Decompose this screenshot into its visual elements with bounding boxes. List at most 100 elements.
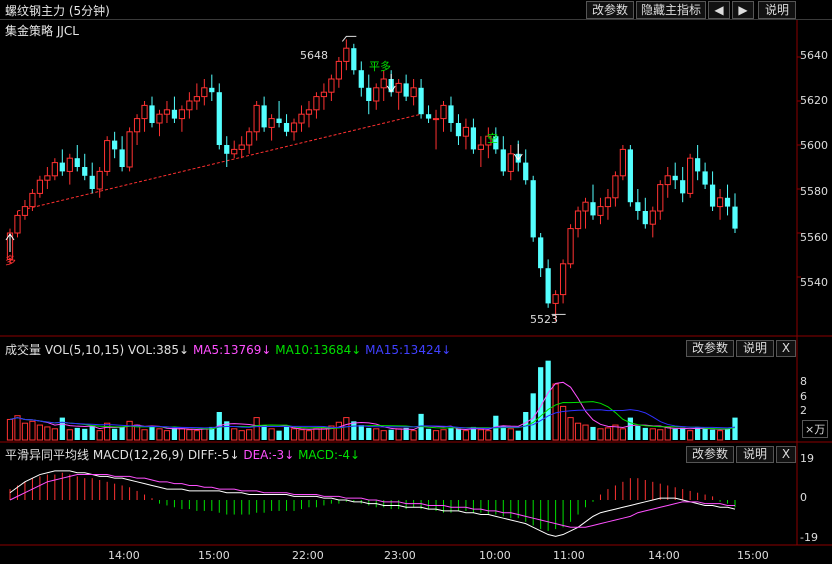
volume-bar-up [604, 427, 612, 441]
candle-body-up [231, 148, 238, 155]
candle-body-up [410, 87, 417, 98]
volume-bar-down [351, 421, 357, 440]
candle-body-up [66, 157, 73, 172]
volume-bar-up [657, 429, 664, 441]
macd-dea-line [9, 474, 735, 528]
candle-body-up [335, 60, 342, 80]
time-tick: 14:00 [648, 549, 680, 562]
candle-body-up [485, 135, 492, 146]
explain-button[interactable]: 说明 [758, 1, 796, 19]
strategy-label: 集金策略 JJCL [5, 24, 79, 38]
candle-body-down [366, 87, 372, 101]
volume-bar-up [440, 429, 447, 441]
volume-bar-up [253, 417, 260, 441]
volume-change-params-button[interactable]: 改参数 [686, 340, 734, 357]
volume-bar-up [193, 430, 200, 441]
candle-body-up [44, 175, 51, 181]
candle-body-up [604, 197, 612, 208]
volume-bar-up [328, 425, 335, 441]
volume-bar-down [672, 428, 678, 440]
volume-bar-down [209, 426, 215, 440]
candle-body-down [89, 175, 95, 189]
volume-bar-down [702, 428, 708, 440]
time-tick: 15:00 [198, 549, 230, 562]
candle-body-up [51, 162, 58, 177]
left-arrow-icon[interactable]: ◀ [708, 1, 730, 19]
candle-body-up [193, 96, 200, 102]
candle-body-down [418, 87, 424, 115]
volume-bar-up [104, 422, 111, 441]
candle-body-up [238, 144, 245, 150]
candle-body-down [171, 109, 178, 119]
candle-body-up [290, 122, 298, 133]
candle-body-down [627, 149, 633, 203]
macd-change-params-button[interactable]: 改参数 [686, 446, 734, 463]
candle-body-down [448, 105, 454, 123]
candle-body-down [455, 123, 462, 137]
candle-body-up [597, 206, 604, 216]
candle-body-up [395, 82, 402, 93]
volume-ma15-line [9, 409, 736, 429]
candle-body-up [664, 175, 671, 186]
candle-body-up [440, 104, 447, 120]
candle-body-up [201, 87, 208, 98]
volume-explain-button[interactable]: 说明 [736, 340, 774, 357]
volume-bar-down [112, 428, 118, 440]
candle-body-up [649, 210, 656, 225]
volume-bar-up [380, 430, 387, 441]
high-marker [341, 35, 357, 42]
volume-bar-down [403, 427, 409, 440]
change-params-button[interactable]: 改参数 [586, 1, 634, 19]
candle-body-up [328, 78, 335, 93]
candle-body-up [462, 126, 470, 137]
volume-ma10: MA10:13684↓ [275, 343, 362, 357]
volume-bar-down [82, 428, 88, 440]
candle-body-up [574, 210, 582, 230]
vol-tick-6: 6 [800, 390, 807, 403]
candle-body-up [126, 131, 133, 168]
hide-indicator-button[interactable]: 隐藏主指标 [636, 1, 706, 19]
volume-bar-down [590, 426, 596, 440]
trend-line [17, 113, 422, 212]
candle-body-up [178, 109, 186, 120]
candle-body-down [403, 83, 409, 97]
vol-unit: ×万 [802, 420, 829, 438]
macd-tick-19: 19 [800, 452, 814, 465]
candle-body-down [59, 162, 65, 172]
macd-dea: DEA:-3↓ [243, 448, 295, 462]
candle-body-down [709, 184, 716, 207]
volume-bar-up [298, 429, 305, 441]
candle-body-up [186, 100, 193, 111]
volume-bar-down [119, 426, 125, 440]
candle-body-down [538, 237, 544, 269]
volume-bar-up [485, 430, 492, 441]
volume-bar-up [664, 426, 671, 441]
volume-bar-down [545, 360, 551, 440]
volume-bar-up [126, 420, 133, 441]
candle-body-up [687, 157, 694, 194]
chart-title: 螺纹钢主力 (5分钟) [5, 4, 110, 18]
volume-close-button[interactable]: X [776, 340, 796, 357]
short-signal-label: 空 [487, 132, 498, 145]
candle-body-down [523, 162, 529, 181]
candle-body-down [695, 158, 701, 172]
macd-explain-button[interactable]: 说明 [736, 446, 774, 463]
macd-close-button[interactable]: X [776, 446, 796, 463]
volume-bar-up [335, 421, 342, 441]
right-arrow-icon[interactable]: ▶ [732, 1, 754, 19]
volume-bar-up [268, 428, 275, 441]
volume-params: VOL(5,10,15) [44, 343, 125, 357]
candle-body-down [425, 114, 432, 119]
volume-bar-up [574, 422, 582, 441]
volume-bar-up [395, 428, 402, 441]
vol-tick-8: 8 [800, 375, 807, 388]
candle-body-up [305, 109, 313, 115]
volume-bar-up [313, 428, 320, 441]
volume-bar-up [687, 430, 694, 441]
time-tick: 10:00 [479, 549, 511, 562]
candle-body-up [163, 109, 171, 115]
macd-value: MACD:-4↓ [298, 448, 361, 462]
volume-bar-up [178, 428, 186, 441]
high-price-label: 5648 [300, 49, 328, 62]
